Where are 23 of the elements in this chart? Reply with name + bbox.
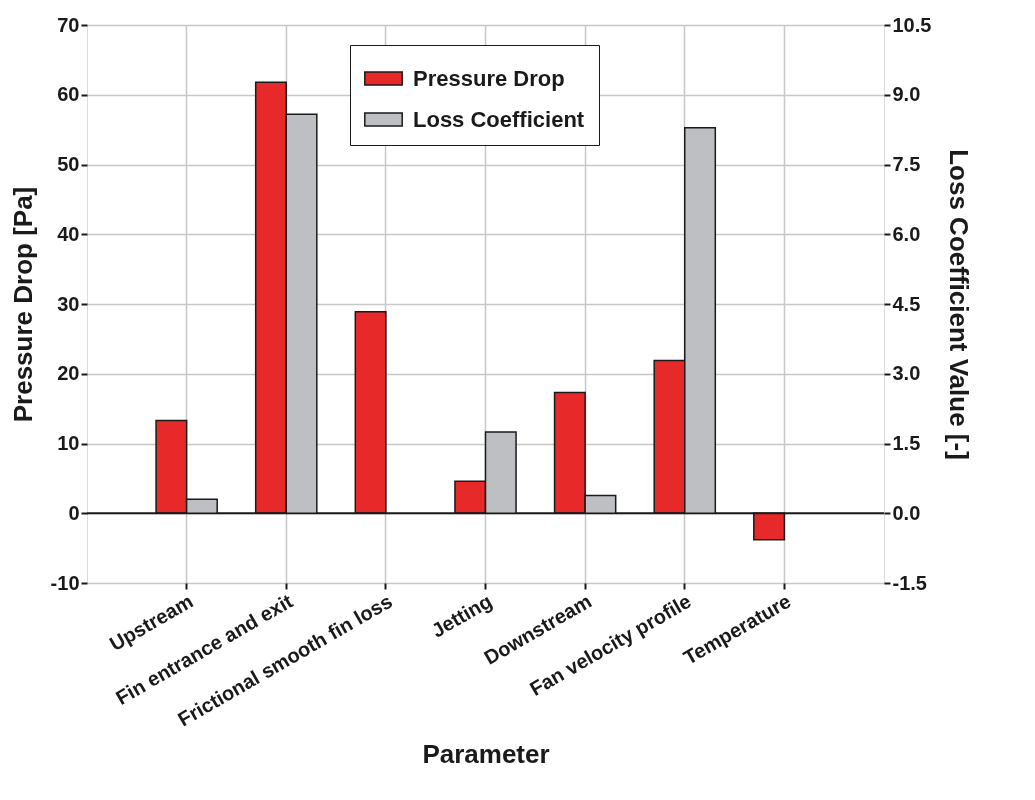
legend-label: Loss Coefficient [413,106,585,132]
y-tick-label: 0 [68,501,80,524]
y-tick-label: 30 [57,292,80,315]
y-axis-title: Pressure Drop [Pa] [7,186,38,423]
y2-tick-label: 1.5 [892,432,921,454]
y-tick-label: 10 [57,432,80,454]
y2-axis-title: Loss Coefficient Value [-] [944,149,975,460]
y-tick-label: -10 [50,571,80,594]
y2-tick-label: 7.5 [892,153,921,175]
x-axis-title: Parameter [422,739,550,770]
y-tick-label: 60 [57,83,80,106]
legend-label: Pressure Drop [413,65,565,91]
y2-tick-label: 10.5 [892,13,932,36]
y2-tick-label: -1.5 [892,571,927,594]
y-tick-label: 70 [57,13,80,36]
y-tick-label: 50 [57,153,80,175]
y2-tick-label: 9.0 [892,83,921,106]
y2-tick-label: 4.5 [892,292,921,315]
y-tick-label: 40 [57,222,80,245]
y2-tick-label: 6.0 [892,222,921,245]
y2-tick-label: 0.0 [892,501,921,524]
y2-tick-label: 3.0 [892,362,921,385]
y-tick-label: 20 [57,362,80,385]
